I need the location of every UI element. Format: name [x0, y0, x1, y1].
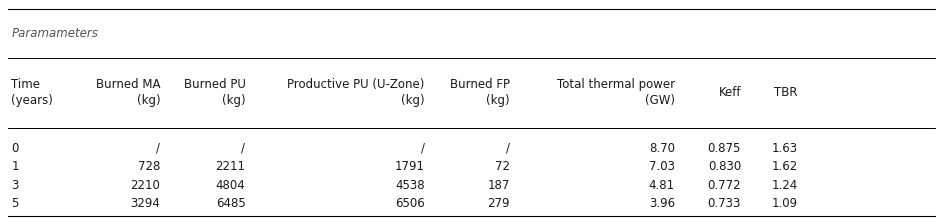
Text: Keff: Keff [718, 86, 741, 99]
Text: 3: 3 [11, 179, 19, 192]
Text: 187: 187 [487, 179, 510, 192]
Text: 1791: 1791 [395, 160, 425, 173]
Text: Burned MA
(kg): Burned MA (kg) [96, 78, 160, 107]
Text: 4.81: 4.81 [649, 179, 675, 192]
Text: Time
(years): Time (years) [11, 78, 53, 107]
Text: 6506: 6506 [395, 197, 425, 210]
Text: 1: 1 [11, 160, 19, 173]
Text: 0: 0 [11, 142, 19, 155]
Text: 0.875: 0.875 [708, 142, 741, 155]
Text: /: / [157, 142, 160, 155]
Text: 72: 72 [495, 160, 510, 173]
Text: 0.733: 0.733 [708, 197, 741, 210]
Text: 7.03: 7.03 [649, 160, 675, 173]
Text: 1.62: 1.62 [771, 160, 798, 173]
Text: 4538: 4538 [396, 179, 425, 192]
Text: Burned FP
(kg): Burned FP (kg) [449, 78, 510, 107]
Text: 1.24: 1.24 [771, 179, 798, 192]
Text: 3294: 3294 [130, 197, 160, 210]
Text: Burned PU
(kg): Burned PU (kg) [183, 78, 245, 107]
Text: 8.70: 8.70 [649, 142, 675, 155]
Text: 0.772: 0.772 [707, 179, 741, 192]
Text: 3.96: 3.96 [649, 197, 675, 210]
Text: 728: 728 [138, 160, 160, 173]
Text: TBR: TBR [774, 86, 798, 99]
Text: 0.830: 0.830 [708, 160, 741, 173]
Text: /: / [506, 142, 510, 155]
Text: Paramameters: Paramameters [11, 27, 98, 40]
Text: Total thermal power
(GW): Total thermal power (GW) [557, 78, 675, 107]
Text: 4804: 4804 [215, 179, 245, 192]
Text: 279: 279 [487, 197, 510, 210]
Text: 5: 5 [11, 197, 19, 210]
Text: Productive PU (U-Zone)
(kg): Productive PU (U-Zone) (kg) [287, 78, 425, 107]
Text: 1.09: 1.09 [771, 197, 798, 210]
Text: 2211: 2211 [215, 160, 245, 173]
Text: 2210: 2210 [130, 179, 160, 192]
Text: /: / [421, 142, 425, 155]
Text: /: / [242, 142, 245, 155]
Text: 1.63: 1.63 [771, 142, 798, 155]
Text: 6485: 6485 [215, 197, 245, 210]
